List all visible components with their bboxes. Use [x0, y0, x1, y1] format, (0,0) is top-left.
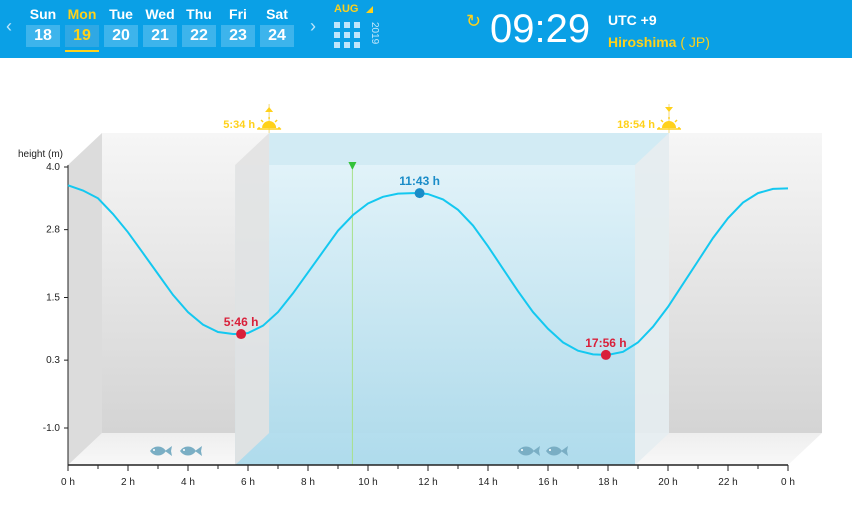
day-name: Sat — [266, 6, 288, 22]
x-tick-label: 4 h — [181, 477, 195, 488]
day-number: 18 — [26, 25, 60, 47]
x-ticks: 0 h 2 h 4 h 6 h 8 h 10 h 12 h 14 h 16 h 18 h 20 h 2… — [61, 465, 795, 488]
low-tide-label: 5:46 h — [224, 315, 259, 329]
x-tick-label: 22 h — [718, 477, 737, 488]
location[interactable]: Hiroshima ( JP) — [608, 34, 710, 50]
day-mon[interactable]: Mon 19 — [65, 5, 99, 52]
y-axis-label: height (m) — [18, 149, 63, 160]
sun-ray — [260, 119, 264, 123]
low-tide-label: 17:56 h — [585, 336, 626, 350]
tide-chart: height (m) 4.0 2.8 1.5 0.3 -1.0 0 h 2 h 4 h 6 h… — [18, 104, 822, 488]
daylight-left-side — [235, 133, 270, 465]
sun-markers: 5:34 h 18:54 h — [223, 107, 681, 131]
y-ticks: 4.0 2.8 1.5 0.3 -1.0 — [43, 162, 68, 434]
x-tick-label: 0 h — [781, 477, 795, 488]
sun-half-disc — [262, 121, 277, 128]
day-name: Tue — [109, 6, 133, 22]
utc-offset: UTC +9 — [608, 12, 657, 28]
day-sat[interactable]: Sat 24 — [260, 5, 294, 47]
low-tide-point — [600, 349, 611, 360]
x-tick-label: 18 h — [598, 477, 617, 488]
daylight-front — [235, 165, 635, 465]
day-number: 20 — [104, 25, 138, 47]
day-name: Fri — [229, 6, 247, 22]
x-tick-label: 8 h — [301, 477, 315, 488]
chart-left-wall — [68, 133, 102, 465]
sun-ray — [660, 119, 664, 123]
sun-ray — [274, 119, 278, 123]
day-wed[interactable]: Wed 21 — [143, 5, 177, 47]
x-tick-label: 6 h — [241, 477, 255, 488]
day-sun[interactable]: Sun 18 — [26, 5, 60, 47]
x-tick-label: 20 h — [658, 477, 677, 488]
next-week-arrow[interactable]: › — [310, 16, 316, 36]
sunset-label: 18:54 h — [617, 119, 655, 131]
day-number: 21 — [143, 25, 177, 47]
day-number: 19 — [65, 25, 99, 47]
daylight-region — [235, 104, 670, 465]
country-code: ( JP) — [680, 34, 710, 50]
x-tick-label: 14 h — [478, 477, 497, 488]
sunset-arrow — [665, 107, 673, 112]
sun-half-disc — [662, 121, 676, 128]
current-time-marker — [348, 162, 357, 465]
y-tick-label: 1.5 — [46, 293, 60, 304]
sunset-icon — [657, 107, 681, 130]
day-tue[interactable]: Tue 20 — [104, 5, 138, 47]
month-corner-icon — [366, 6, 373, 13]
day-name: Thu — [186, 6, 212, 22]
current-time-triangle — [348, 162, 357, 170]
x-tick-label: 12 h — [418, 477, 437, 488]
daylight-right-side — [635, 133, 669, 465]
y-tick-label: 2.8 — [46, 225, 60, 236]
y-tick-label: 0.3 — [46, 355, 60, 366]
sun-ray — [674, 119, 678, 123]
day-name: Wed — [145, 6, 175, 22]
day-name: Sun — [29, 6, 57, 22]
utc-offset-value: +9 — [640, 12, 657, 28]
high-tide-point — [414, 188, 425, 199]
day-name: Mon — [67, 6, 97, 22]
day-number: 22 — [182, 25, 216, 47]
high-tide-label: 11:43 h — [399, 174, 440, 188]
prev-week-arrow[interactable]: ‹ — [6, 16, 12, 36]
sunrise-icon — [257, 107, 282, 130]
x-tick-label: 2 h — [121, 477, 135, 488]
day-number: 23 — [221, 25, 255, 47]
city-name: Hiroshima — [608, 34, 677, 50]
tide-extremes: 5:46 h 11:43 h 17:56 h — [224, 174, 627, 360]
year-label: 2019 — [369, 22, 380, 45]
x-tick-label: 16 h — [538, 477, 557, 488]
refresh-icon[interactable]: ↻ — [466, 11, 482, 31]
day-number: 24 — [260, 25, 294, 47]
clock-time: 09:29 — [490, 7, 591, 51]
sunrise-arrow — [265, 107, 274, 112]
day-fri[interactable]: Fri 23 — [221, 5, 255, 47]
x-tick-label: 0 h — [61, 477, 75, 488]
month-label[interactable]: AUG — [334, 3, 359, 15]
y-tick-label: -1.0 — [43, 423, 61, 434]
top-bar: ‹ Sun 18 Mon 19 Tue 20 Wed 21 Thu 22 Fri… — [0, 0, 852, 58]
low-tide-point — [236, 329, 247, 340]
x-tick-label: 10 h — [358, 477, 377, 488]
utc-prefix: UTC — [608, 12, 637, 28]
selected-day-underline — [65, 50, 99, 52]
sunrise-label: 5:34 h — [223, 119, 255, 131]
day-thu[interactable]: Thu 22 — [182, 5, 216, 47]
y-tick-label: 4.0 — [46, 162, 60, 173]
calendar-grid-icon[interactable] — [334, 22, 360, 48]
